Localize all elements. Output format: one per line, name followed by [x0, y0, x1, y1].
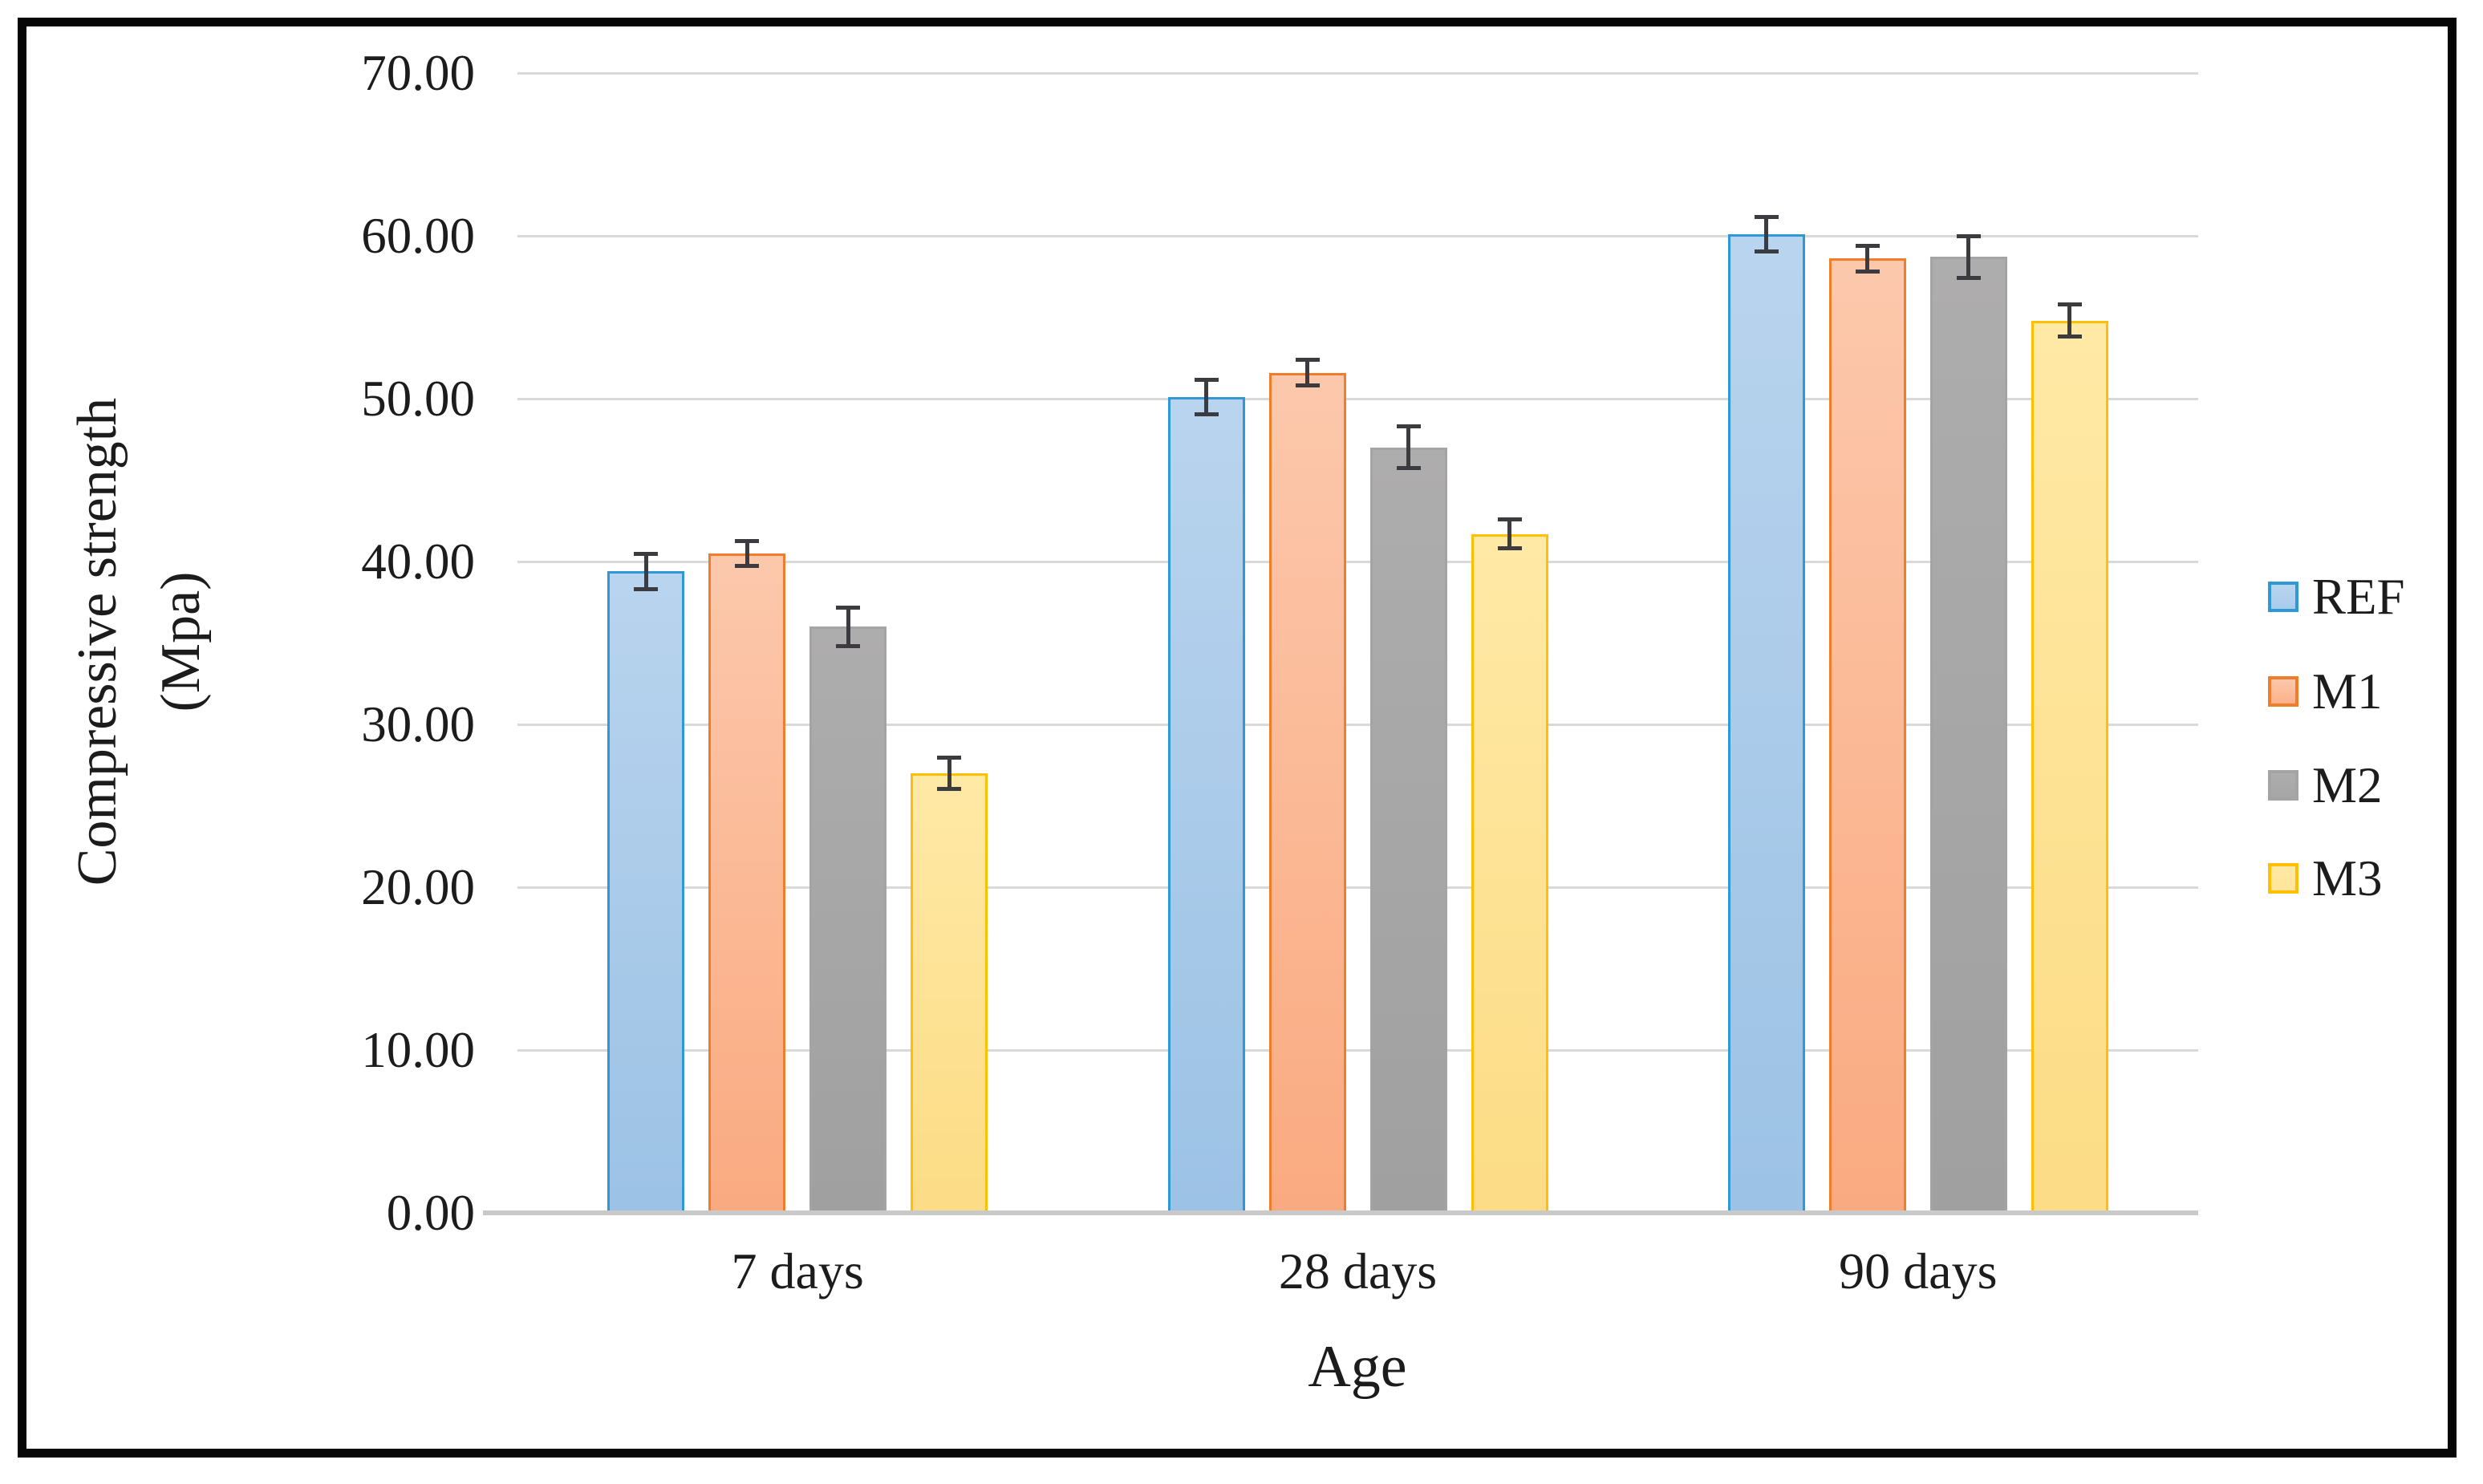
bar-ref-28-days [1167, 396, 1245, 1213]
error-bar-cap-bottom [2057, 334, 2082, 339]
gridline-60.00 [517, 234, 2198, 237]
error-bar-cap-top [2057, 302, 2082, 307]
legend-swatch-m1 [2268, 676, 2298, 707]
error-bar-m1-28-days [1295, 358, 1320, 387]
error-bar-line [1406, 424, 1410, 471]
error-bar-cap-bottom [1194, 412, 1219, 417]
bar-m3-90-days [2031, 320, 2108, 1213]
error-bar-m2-7-days [836, 605, 861, 648]
error-bar-ref-7-days [634, 551, 659, 591]
error-bar-line [1764, 214, 1769, 254]
plot-area [517, 48, 2198, 1213]
bar-m3-7-days [911, 772, 988, 1213]
gridline-20.00 [517, 886, 2198, 889]
error-bar-cap-top [1295, 358, 1320, 363]
bar-ref-90-days [1727, 233, 1805, 1213]
x-axis-title: Age [1308, 1334, 1407, 1400]
error-bar-line [1507, 517, 1511, 550]
error-bar-m3-28-days [1497, 517, 1522, 550]
error-bar-cap-bottom [634, 586, 659, 591]
error-bar-cap-bottom [735, 564, 760, 569]
bar-m1-28-days [1268, 372, 1346, 1213]
legend-label-ref: REF [2312, 569, 2405, 625]
gridline-30.00 [517, 723, 2198, 726]
y-tick-label-30.00: 30.00 [361, 696, 475, 752]
bar-m1-7-days [708, 553, 786, 1213]
error-bar-cap-bottom [1754, 249, 1779, 254]
error-bar-cap-bottom [1295, 383, 1320, 387]
bar-m2-90-days [1929, 257, 2007, 1213]
y-axis-title: Compressive strength (Mpa) [56, 160, 233, 1123]
error-bar-line [744, 538, 749, 569]
y-axis-title-line2: (Mpa) [150, 571, 212, 712]
y-tick-label-10.00: 10.00 [361, 1022, 475, 1078]
error-bar-ref-28-days [1194, 377, 1219, 417]
error-bar-line [1865, 244, 1870, 274]
error-bar-cap-bottom [836, 643, 861, 648]
error-bar-line [846, 605, 850, 648]
error-bar-cap-bottom [1855, 269, 1880, 274]
error-bar-ref-90-days [1754, 214, 1779, 254]
error-bar-cap-top [1396, 424, 1421, 429]
error-bar-line [1204, 377, 1208, 417]
error-bar-cap-top [1754, 214, 1779, 219]
gridline-50.00 [517, 397, 2198, 400]
error-bar-cap-top [1956, 233, 1981, 238]
bar-ref-7-days [607, 571, 685, 1213]
legend-label-m3: M3 [2312, 850, 2383, 906]
legend-swatch-ref [2268, 582, 2298, 612]
bar-m2-7-days [809, 626, 887, 1213]
error-bar-m3-7-days [937, 755, 962, 792]
error-bar-m2-28-days [1396, 424, 1421, 471]
gridline-40.00 [517, 560, 2198, 563]
error-bar-line [947, 755, 951, 792]
error-bar-m2-90-days [1956, 233, 1981, 280]
error-bar-m1-7-days [735, 538, 760, 569]
error-bar-line [1966, 233, 1971, 280]
y-tick-label-50.00: 50.00 [361, 371, 475, 427]
error-bar-cap-bottom [937, 787, 962, 792]
y-tick-label-20.00: 20.00 [361, 859, 475, 915]
error-bar-line [643, 551, 648, 591]
gridline-70.00 [517, 71, 2198, 75]
error-bar-cap-top [937, 755, 962, 760]
error-bar-cap-top [1855, 244, 1880, 249]
y-tick-label-60.00: 60.00 [361, 208, 475, 264]
gridline-10.00 [517, 1048, 2198, 1052]
legend-swatch-m3 [2268, 863, 2298, 894]
error-bar-cap-top [735, 538, 760, 543]
bar-m3-28-days [1471, 533, 1548, 1213]
error-bar-cap-top [1497, 517, 1522, 522]
x-tick-label-7-days: 7 days [731, 1243, 864, 1300]
legend-label-m2: M2 [2312, 757, 2383, 813]
error-bar-line [1305, 358, 1309, 387]
y-tick-label-0.00: 0.00 [386, 1185, 475, 1241]
bar-m1-90-days [1828, 258, 1906, 1213]
x-tick-label-28-days: 28 days [1278, 1243, 1438, 1300]
legend-swatch-m2 [2268, 770, 2298, 801]
legend-label-m1: M1 [2312, 663, 2383, 720]
error-bar-line [2067, 302, 2072, 339]
bar-m2-28-days [1369, 447, 1447, 1213]
error-bar-cap-top [1194, 377, 1219, 382]
x-tick-label-90-days: 90 days [1839, 1243, 1998, 1300]
error-bar-cap-bottom [1956, 275, 1981, 280]
x-axis-line [483, 1210, 2198, 1215]
error-bar-cap-bottom [1396, 466, 1421, 471]
y-tick-label-70.00: 70.00 [361, 45, 475, 101]
error-bar-m3-90-days [2057, 302, 2082, 339]
error-bar-cap-top [634, 551, 659, 556]
error-bar-cap-bottom [1497, 545, 1522, 550]
error-bar-m1-90-days [1855, 244, 1880, 274]
y-axis-title-line1: Compressive strength [67, 397, 128, 886]
y-tick-label-40.00: 40.00 [361, 533, 475, 590]
error-bar-cap-top [836, 605, 861, 610]
